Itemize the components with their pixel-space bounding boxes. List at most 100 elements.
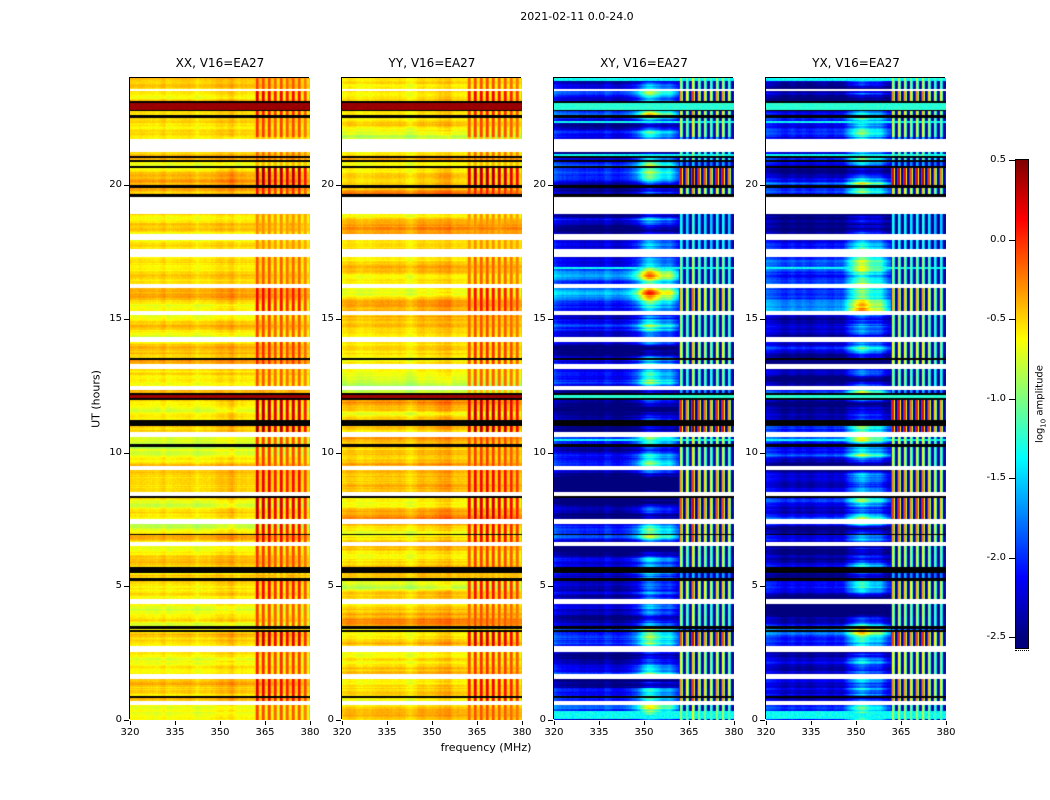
panel-title-XX: XX, V16=EA27 — [175, 56, 265, 70]
x-axis-label: frequency (MHz) — [440, 741, 532, 754]
y-tick-label: 10 — [321, 446, 334, 458]
y-tick — [124, 452, 129, 454]
colorbar-label-sub: 10 — [1039, 418, 1048, 428]
colorbar-tick-label: -2.0 — [986, 551, 1006, 563]
colorbar-tick — [1009, 478, 1015, 479]
y-tick-label: 15 — [109, 312, 122, 324]
y-tick — [760, 185, 765, 186]
y-tick-label: 0 — [115, 714, 122, 725]
x-tick-label: 320 — [120, 727, 140, 738]
x-tick-label: 320 — [756, 727, 776, 738]
y-tick-label: 10 — [533, 446, 546, 458]
colorbar-tick-label: -0.5 — [986, 313, 1006, 324]
x-tick — [387, 721, 388, 725]
x-tick — [689, 721, 690, 725]
x-tick-label: 320 — [332, 727, 352, 738]
panel-title-YY: YY, V16=EA27 — [388, 56, 476, 70]
y-tick — [124, 185, 129, 186]
y-tick — [336, 586, 341, 588]
y-tick-label: 5 — [115, 580, 122, 592]
x-tick — [220, 721, 221, 725]
x-tick-label: 365 — [255, 727, 275, 738]
y-tick-label: 20 — [533, 179, 546, 190]
colorbar — [1016, 160, 1028, 648]
x-tick-label: 365 — [891, 727, 911, 738]
x-tick-label: 335 — [165, 727, 185, 738]
x-tick — [599, 721, 600, 725]
y-tick-label: 20 — [745, 179, 758, 190]
y-tick-label: 0 — [327, 714, 334, 725]
heatmap-YY — [342, 78, 522, 720]
colorbar-tick — [1009, 239, 1015, 241]
x-tick — [310, 721, 311, 725]
x-tick-label: 380 — [724, 727, 744, 738]
heatmap-YX — [766, 78, 946, 720]
colorbar-label: log10 amplitude — [1035, 365, 1048, 443]
colorbar-tick-label: 0.5 — [990, 154, 1006, 165]
colorbar-tick-label: 0.0 — [990, 233, 1006, 245]
y-tick — [548, 586, 553, 588]
x-tick — [811, 721, 812, 725]
x-tick — [856, 721, 857, 725]
colorbar-extend-edge — [1015, 650, 1029, 651]
y-tick — [548, 720, 553, 721]
panel-frame-XX — [129, 77, 310, 720]
y-tick — [760, 720, 765, 721]
y-tick-label: 5 — [539, 580, 546, 592]
y-tick-label: 15 — [533, 312, 546, 324]
x-tick — [734, 721, 735, 725]
panel-title-XY: XY, V16=EA27 — [600, 56, 688, 70]
y-tick — [548, 452, 553, 454]
y-tick — [124, 586, 129, 588]
y-tick-label: 0 — [751, 714, 758, 725]
colorbar-tick-label: -1.5 — [986, 472, 1006, 483]
colorbar-tick — [1009, 319, 1015, 320]
colorbar-tick — [1009, 398, 1015, 400]
y-axis-label: UT (hours) — [89, 370, 103, 428]
y-tick — [760, 452, 765, 454]
x-tick — [946, 721, 947, 725]
y-tick-label: 10 — [745, 446, 758, 458]
panel-frame-YY — [341, 77, 522, 720]
heatmap-XY — [554, 78, 734, 720]
y-tick — [760, 318, 765, 320]
y-tick — [336, 452, 341, 454]
panel-frame-XY — [553, 77, 734, 720]
x-tick-label: 350 — [846, 727, 866, 738]
colorbar-tick — [1009, 160, 1015, 161]
x-tick — [522, 721, 523, 725]
x-tick-label: 335 — [377, 727, 397, 738]
x-tick-label: 320 — [544, 727, 564, 738]
y-tick — [548, 318, 553, 320]
x-tick — [130, 721, 131, 725]
x-tick — [342, 721, 343, 725]
x-tick — [901, 721, 902, 725]
y-tick — [124, 318, 129, 320]
x-tick — [644, 721, 645, 725]
x-tick — [175, 721, 176, 725]
x-tick-label: 380 — [936, 727, 956, 738]
y-tick — [336, 720, 341, 721]
y-tick-label: 20 — [109, 179, 122, 190]
colorbar-label-text: log — [1034, 427, 1046, 443]
x-tick-label: 350 — [634, 727, 654, 738]
y-tick-label: 15 — [745, 312, 758, 324]
colorbar-tick — [1009, 637, 1015, 638]
x-tick-label: 335 — [801, 727, 821, 738]
x-tick — [554, 721, 555, 725]
y-tick-label: 15 — [321, 312, 334, 324]
y-tick-label: 20 — [321, 179, 334, 190]
heatmap-XX — [130, 78, 310, 720]
y-tick-label: 0 — [539, 714, 546, 725]
x-tick-label: 380 — [512, 727, 532, 738]
y-tick-label: 5 — [751, 580, 758, 592]
y-tick — [336, 318, 341, 320]
x-tick-label: 350 — [422, 727, 442, 738]
colorbar-tick-label: -2.5 — [986, 631, 1006, 642]
y-tick-label: 5 — [327, 580, 334, 592]
x-tick — [432, 721, 433, 725]
panel-title-YX: YX, V16=EA27 — [812, 56, 900, 70]
x-tick — [766, 721, 767, 725]
y-tick — [548, 185, 553, 186]
